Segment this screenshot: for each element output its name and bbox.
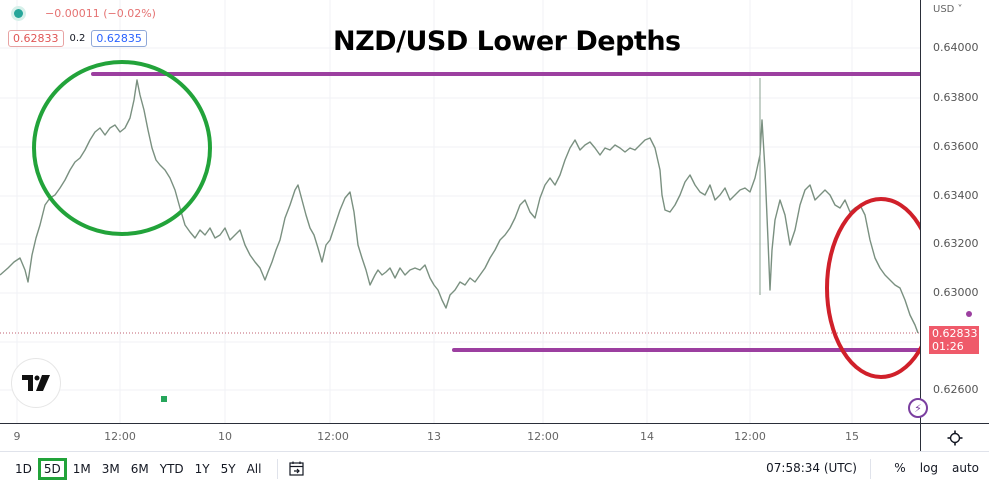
last-price-value: 0.62833 — [932, 327, 978, 340]
alert-marker-dot[interactable] — [966, 311, 972, 317]
symbol-legend: −0.00011 (−0.02%) 0.62833 0.2 0.62835 — [8, 4, 156, 47]
time-tick: 12:00 — [317, 430, 349, 443]
time-axis[interactable]: 9 12:00 10 12:00 13 12:00 14 12:00 15 — [0, 423, 920, 451]
tradingview-logo-glyph — [22, 375, 50, 391]
time-tick: 10 — [218, 430, 232, 443]
event-marker[interactable] — [161, 396, 167, 402]
sell-price-button[interactable]: 0.62833 — [8, 30, 64, 47]
scale-options: % log auto — [894, 461, 979, 475]
chart-title: NZD/USD Lower Depths — [333, 26, 681, 57]
grid-horizontal — [0, 47, 920, 391]
range-5d-button[interactable]: 5D — [37, 458, 67, 480]
price-change: −0.00011 (−0.02%) — [45, 6, 156, 20]
price-tick: 0.63200 — [933, 237, 979, 250]
range-ytd-button[interactable]: YTD — [159, 462, 184, 476]
calendar-goto-icon — [289, 461, 305, 476]
buy-price-button[interactable]: 0.62835 — [91, 30, 147, 47]
bar-countdown: 01:26 — [932, 340, 964, 353]
go-to-date-button[interactable] — [288, 461, 306, 477]
tradingview-logo-icon[interactable] — [11, 358, 61, 408]
percent-scale-toggle[interactable]: % — [894, 461, 906, 475]
currency-dropdown[interactable]: USD ˅ — [933, 4, 963, 15]
time-tick: 9 — [13, 430, 21, 443]
price-series — [0, 79, 919, 334]
time-tick: 14 — [640, 430, 654, 443]
market-status-icon — [14, 8, 23, 18]
spread-value: 0.2 — [69, 33, 86, 44]
price-tick: 0.64000 — [933, 41, 979, 54]
price-tick: 0.63800 — [933, 91, 979, 104]
price-tick: 0.62600 — [933, 383, 979, 396]
drop-zone-ellipse[interactable] — [825, 197, 920, 379]
range-all-button[interactable]: All — [246, 462, 262, 476]
range-selector: 1D 5D 1M 3M 6M YTD 1Y 5Y All — [10, 458, 306, 480]
toolbar-divider — [870, 459, 871, 479]
price-tick: 0.63400 — [933, 189, 979, 202]
time-tick: 12:00 — [734, 430, 766, 443]
auto-scale-toggle[interactable]: auto — [951, 461, 979, 475]
time-tick: 12:00 — [104, 430, 136, 443]
gear-icon — [947, 430, 963, 445]
range-1d-button[interactable]: 1D — [15, 462, 32, 476]
price-axis[interactable]: USD ˅ 0.64000 0.63800 0.63600 0.63400 0.… — [920, 0, 989, 423]
range-3m-button[interactable]: 3M — [101, 462, 120, 476]
range-6m-button[interactable]: 6M — [130, 462, 149, 476]
range-1y-button[interactable]: 1Y — [194, 462, 210, 476]
time-tick: 15 — [845, 430, 859, 443]
toolbar-divider — [277, 459, 279, 479]
range-5y-button[interactable]: 5Y — [220, 462, 236, 476]
chart-pane[interactable]: −0.00011 (−0.02%) 0.62833 0.2 0.62835 NZ… — [0, 0, 920, 423]
chart-settings-button[interactable] — [920, 423, 989, 451]
price-chart[interactable] — [0, 0, 920, 423]
lightning-icon[interactable]: ⚡ — [908, 398, 928, 418]
price-tick: 0.63000 — [933, 286, 979, 299]
log-scale-toggle[interactable]: log — [919, 461, 938, 475]
high-zone-circle[interactable] — [32, 60, 212, 236]
last-price-label: 0.62833 01:26 — [929, 326, 979, 354]
price-tick: 0.63600 — [933, 140, 979, 153]
time-tick: 13 — [427, 430, 441, 443]
bottom-toolbar: 1D 5D 1M 3M 6M YTD 1Y 5Y All 07:58:34 (U… — [0, 451, 989, 486]
time-tick: 12:00 — [527, 430, 559, 443]
range-1m-button[interactable]: 1M — [72, 462, 91, 476]
utc-clock[interactable]: 07:58:34 (UTC) — [766, 461, 857, 475]
